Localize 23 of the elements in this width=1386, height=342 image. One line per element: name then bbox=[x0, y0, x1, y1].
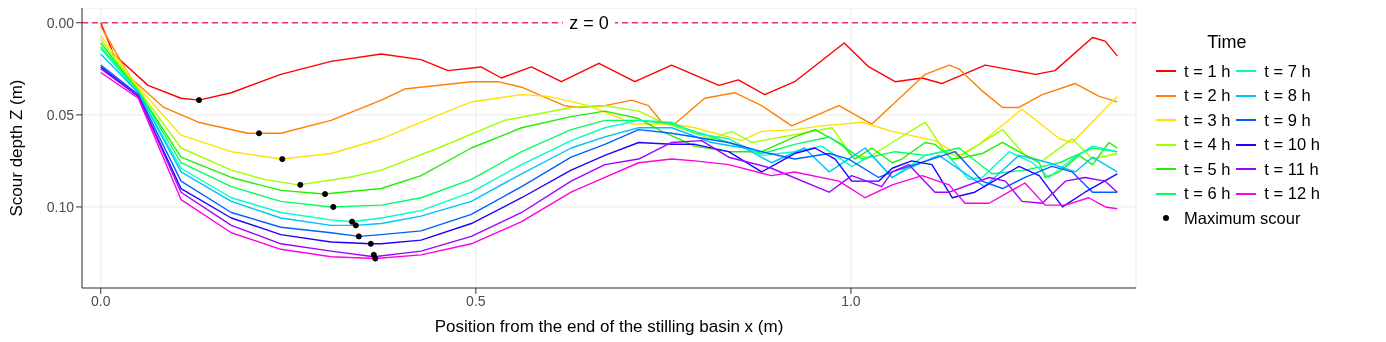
legend-label: Maximum scour bbox=[1184, 208, 1301, 228]
legend-label: t = 8 h bbox=[1264, 86, 1311, 106]
legend-title: Time bbox=[1206, 32, 1248, 53]
y-tick-label: 0.10 bbox=[46, 198, 75, 215]
legend-label: t = 2 h bbox=[1184, 86, 1231, 106]
legend-label: t = 5 h bbox=[1184, 159, 1231, 179]
x-axis-title: Position from the end of the stilling basin x (m) bbox=[434, 317, 784, 336]
y-tick-label: 0.00 bbox=[46, 14, 75, 31]
legend-label: t = 11 h bbox=[1264, 159, 1319, 179]
x-tick-label: 0.5 bbox=[466, 292, 486, 309]
x-tick-label: 1.0 bbox=[841, 292, 861, 309]
legend-label: t = 7 h bbox=[1264, 61, 1311, 81]
legend-label: t = 12 h bbox=[1264, 184, 1320, 204]
legend-label: t = 1 h bbox=[1184, 61, 1231, 81]
legend-label: t = 10 h bbox=[1264, 135, 1320, 155]
ref-line-label: z = 0 bbox=[569, 12, 609, 33]
legend-label: t = 9 h bbox=[1264, 110, 1311, 130]
y-tick-label: 0.05 bbox=[46, 106, 75, 123]
legend-label: t = 6 h bbox=[1184, 184, 1231, 204]
y-axis-title: Scour depth Z (m) bbox=[7, 79, 27, 217]
legend-label: t = 4 h bbox=[1184, 135, 1231, 155]
legend-label: t = 3 h bbox=[1184, 110, 1231, 130]
x-tick-label: 0.0 bbox=[91, 292, 111, 309]
